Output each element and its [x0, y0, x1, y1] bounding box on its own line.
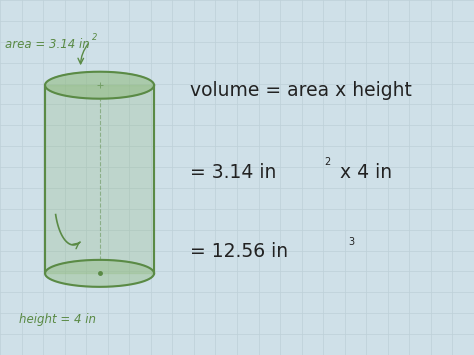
- Polygon shape: [45, 260, 154, 287]
- Text: area = 3.14 in: area = 3.14 in: [5, 38, 90, 51]
- Text: x 4 in: x 4 in: [334, 163, 392, 181]
- Polygon shape: [45, 85, 154, 273]
- Text: height = 4 in: height = 4 in: [19, 313, 96, 326]
- Text: 2: 2: [92, 33, 98, 42]
- Polygon shape: [45, 72, 154, 99]
- Text: 2: 2: [325, 157, 331, 167]
- Text: volume = area x height: volume = area x height: [190, 81, 411, 100]
- Text: = 12.56 in: = 12.56 in: [190, 242, 288, 261]
- Text: = 3.14 in: = 3.14 in: [190, 163, 276, 181]
- Text: 3: 3: [348, 237, 355, 247]
